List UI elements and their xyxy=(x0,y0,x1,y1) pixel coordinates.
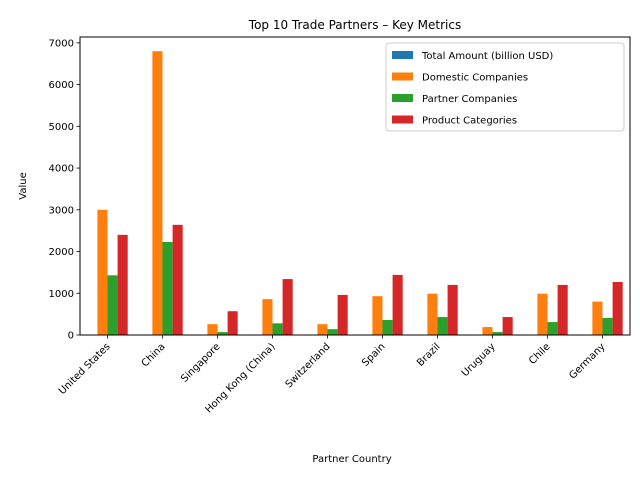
bar-4-7 xyxy=(447,284,458,335)
y-axis-label: Value xyxy=(18,172,29,199)
bar-2-1 xyxy=(97,209,108,335)
bar-3-9 xyxy=(547,322,558,335)
y-tick-label: 1000 xyxy=(49,289,74,300)
legend-swatch xyxy=(392,94,413,102)
bar-3-2 xyxy=(162,241,173,335)
y-tick-label: 3000 xyxy=(49,205,74,216)
y-tick-label: 5000 xyxy=(49,122,74,133)
bar-3-6 xyxy=(382,319,393,335)
bar-4-4 xyxy=(282,279,293,335)
y-tick-label: 6000 xyxy=(49,80,74,91)
legend-label: Partner Companies xyxy=(422,94,517,105)
bar-3-5 xyxy=(327,329,338,335)
bar-3-4 xyxy=(272,323,283,335)
bar-2-9 xyxy=(537,293,548,335)
bar-4-9 xyxy=(557,284,568,335)
bar-2-8 xyxy=(482,327,493,335)
x-axis-label: Partner Country xyxy=(312,454,391,465)
bar-4-10 xyxy=(612,281,623,335)
bar-4-6 xyxy=(392,274,403,335)
legend-label: Product Categories xyxy=(422,116,517,127)
legend-label: Total Amount (billion USD) xyxy=(421,51,553,62)
bar-2-5 xyxy=(317,324,328,335)
bar-3-10 xyxy=(602,317,613,335)
bar-3-7 xyxy=(437,317,448,335)
bar-2-7 xyxy=(427,293,438,335)
bar-2-4 xyxy=(262,299,273,335)
bar-4-2 xyxy=(172,224,183,335)
bar-2-2 xyxy=(152,51,163,335)
bar-2-10 xyxy=(592,301,603,335)
bar-3-1 xyxy=(107,275,118,335)
bar-4-5 xyxy=(337,294,348,335)
legend-box xyxy=(385,42,625,132)
bar-4-8 xyxy=(502,317,513,335)
bar-2-3 xyxy=(207,324,218,335)
y-axis: 0 1000 2000 3000 4000 5000 6000 7000 xyxy=(49,38,80,342)
bar-2-6 xyxy=(372,296,383,335)
y-tick-label: 0 xyxy=(68,331,74,342)
y-tick-label: 4000 xyxy=(49,164,74,175)
bars-group xyxy=(87,51,623,335)
bar-4-3 xyxy=(227,311,238,335)
legend: Total Amount (billion USD) Domestic Compa… xyxy=(385,42,625,132)
plot-frame xyxy=(79,36,631,336)
bar-3-3 xyxy=(217,332,228,335)
legend-swatch xyxy=(392,51,413,59)
legend-swatch xyxy=(392,115,413,124)
chart-title: Top 10 Trade Partners – Key Metrics xyxy=(248,18,461,32)
y-tick-label: 7000 xyxy=(49,38,74,49)
y-tick-label: 2000 xyxy=(49,247,74,258)
legend-label: Domestic Companies xyxy=(422,73,528,84)
legend-swatch xyxy=(392,72,413,81)
bar-4-1 xyxy=(117,234,128,335)
bar-3-8 xyxy=(492,332,503,335)
